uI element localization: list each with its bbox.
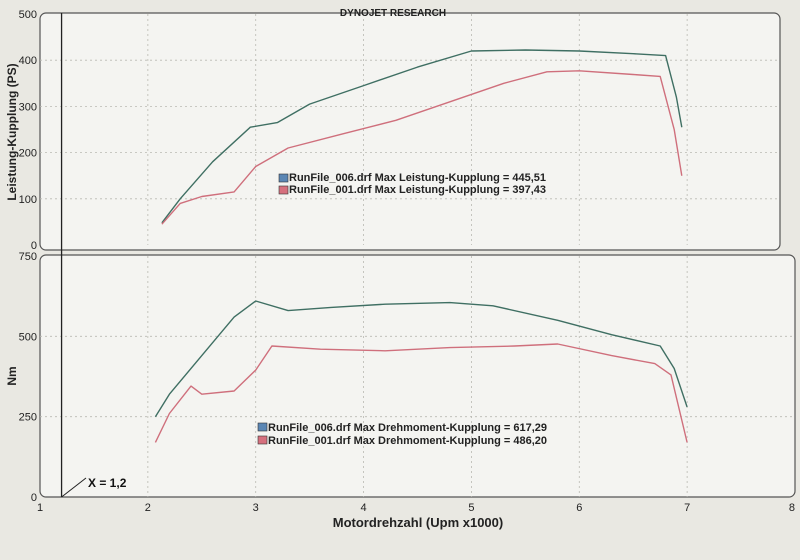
x-tick-label: 6 xyxy=(576,502,582,514)
power-y-tick-label: 500 xyxy=(19,9,37,21)
x-tick-label: 1 xyxy=(37,502,43,514)
x-tick-label: 7 xyxy=(684,502,690,514)
torque-series-line-runfile-006-drf xyxy=(154,300,688,418)
x-marker-label: X = 1,2 xyxy=(88,476,127,490)
legend-swatch-red xyxy=(257,435,268,445)
torque-y-tick-label: 250 xyxy=(19,412,37,424)
x-tick-label: 2 xyxy=(145,502,151,514)
torque-y-axis-label: Nm xyxy=(5,366,19,385)
x-tick-label: 4 xyxy=(361,502,367,514)
x-tick-label: 8 xyxy=(789,502,795,514)
x-tick-label: 5 xyxy=(468,502,474,514)
torque-legend-001: RunFile_001.drf Max Drehmoment-Kupplung … xyxy=(268,435,547,447)
torque-y-tick-label: 750 xyxy=(19,251,37,263)
power-panel xyxy=(39,12,781,251)
torque-y-tick-label: 0 xyxy=(31,492,37,504)
power-series-line-runfile-006-drf xyxy=(161,49,683,224)
chart-header-title: DYNOJET RESEARCH xyxy=(340,8,446,19)
power-y-tick-label: 400 xyxy=(19,55,37,67)
torque-legend: RunFile_006.drf Max Drehmoment-Kupplung … xyxy=(257,422,547,447)
legend-swatch-blue xyxy=(257,422,268,432)
power-legend-006: RunFile_006.drf Max Leistung-Kupplung = … xyxy=(289,172,546,184)
torque-series-line-runfile-001-drf xyxy=(154,343,688,443)
x-tick-label: 3 xyxy=(253,502,259,514)
power-y-axis-label: Leistung-Kupplung (PS) xyxy=(5,63,19,200)
power-legend-001: RunFile_001.drf Max Leistung-Kupplung = … xyxy=(289,184,546,196)
power-y-tick-label: 0 xyxy=(31,240,37,252)
power-series-line-runfile-001-drf xyxy=(161,70,683,225)
power-y-tick-label: 200 xyxy=(19,148,37,160)
torque-y-tick-label: 500 xyxy=(19,331,37,343)
x-axis-label: Motordrehzahl (Upm x1000) xyxy=(333,515,503,530)
legend-swatch-red xyxy=(278,185,289,195)
torque-legend-006: RunFile_006.drf Max Drehmoment-Kupplung … xyxy=(268,422,547,434)
torque-panel xyxy=(39,254,796,498)
x-marker-leader xyxy=(61,477,87,498)
power-y-tick-label: 100 xyxy=(19,194,37,206)
legend-swatch-blue xyxy=(278,173,289,183)
power-legend: RunFile_006.drf Max Leistung-Kupplung = … xyxy=(278,172,546,196)
power-y-tick-label: 300 xyxy=(19,101,37,113)
